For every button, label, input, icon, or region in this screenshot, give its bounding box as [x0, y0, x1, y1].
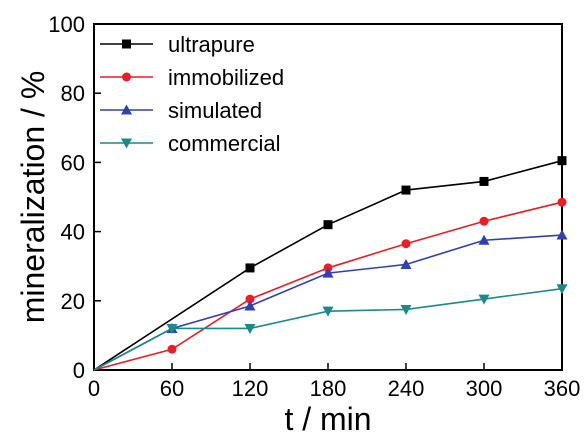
legend-label: commercial: [168, 131, 280, 156]
legend-marker: [121, 104, 132, 115]
data-point-commercial: [244, 323, 256, 334]
series-simulated: [93, 229, 568, 371]
legend-marker: [122, 39, 131, 49]
series-line-commercial: [93, 287, 563, 371]
data-point-commercial: [556, 284, 568, 295]
y-tick-label: 20: [61, 289, 85, 314]
legend-item-simulated: simulated: [100, 98, 262, 123]
legend-marker: [121, 138, 132, 149]
data-point-commercial: [478, 294, 490, 305]
x-tick-label: 60: [160, 376, 184, 401]
data-point-simulated: [244, 300, 256, 311]
plot-frame: [93, 23, 563, 371]
data-point-simulated: [322, 267, 334, 278]
data-point-simulated: [556, 229, 568, 240]
data-point-commercial: [322, 306, 334, 317]
data-point-commercial: [400, 304, 412, 315]
data-point-immobilized: [167, 344, 177, 354]
legend-marker: [122, 72, 131, 82]
series-line-simulated: [93, 234, 563, 371]
x-tick-label: 180: [310, 376, 347, 401]
legend-label: immobilized: [168, 65, 284, 90]
legend-item-commercial: commercial: [100, 131, 280, 156]
y-tick-label: 40: [61, 220, 85, 245]
y-tick-label: 100: [48, 12, 85, 37]
x-tick-label: 240: [388, 376, 425, 401]
data-point-ultrapure: [557, 156, 567, 166]
series-line-ultrapure: [93, 159, 563, 371]
y-tick-label: 80: [61, 81, 85, 106]
y-tick-label: 0: [73, 358, 85, 383]
x-tick-label: 360: [544, 376, 581, 401]
series-commercial: [93, 284, 568, 371]
x-axis: 0 60 120 180 240 300 360: [88, 363, 580, 401]
y-axis: 0 20 40 60 80 100: [48, 12, 101, 383]
legend-label: ultrapure: [168, 32, 255, 57]
legend: ultrapure immobilized simulated commercial: [100, 32, 284, 156]
legend-item-immobilized: immobilized: [100, 65, 284, 90]
x-tick-label: 120: [232, 376, 269, 401]
data-point-ultrapure: [479, 176, 489, 186]
x-axis-title: t / min: [284, 401, 371, 437]
x-tick-label: 300: [466, 376, 503, 401]
data-point-immobilized: [557, 197, 567, 207]
data-point-ultrapure: [323, 220, 333, 230]
data-point-commercial: [166, 323, 178, 334]
legend-item-ultrapure: ultrapure: [100, 32, 255, 57]
legend-label: simulated: [168, 98, 262, 123]
y-axis-title: mineralization / %: [15, 71, 51, 324]
series-layer: [93, 156, 568, 371]
y-tick-label: 60: [61, 150, 85, 175]
x-tick-label: 0: [88, 376, 100, 401]
data-point-immobilized: [245, 294, 255, 304]
data-point-ultrapure: [401, 185, 411, 195]
series-ultrapure: [93, 156, 567, 371]
data-point-immobilized: [401, 239, 411, 249]
data-point-immobilized: [479, 216, 489, 226]
data-point-ultrapure: [245, 263, 255, 273]
data-point-simulated: [400, 258, 412, 269]
data-point-simulated: [478, 234, 490, 245]
